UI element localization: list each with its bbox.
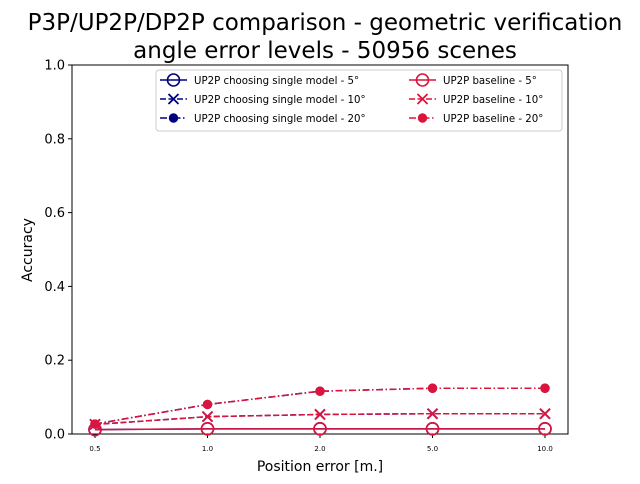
plot-area: 0.0 0.2 0.4 0.6 0.8 1.0 0.5 1.0 2.0 5.0 10.0 (44, 59, 569, 453)
data-point (538, 422, 552, 436)
legend-marker (167, 93, 180, 105)
data-point (315, 386, 325, 396)
x-tick-label: 2.0 (314, 445, 325, 453)
legend: UP2P choosing single model - 5° UP2P choo… (155, 69, 563, 132)
y-tick-label: 0.6 (44, 206, 65, 221)
legend-marker (417, 113, 428, 123)
y-tick-label: 0.8 (44, 132, 65, 147)
legend-marker (415, 73, 430, 87)
x-tick-label: 10.0 (537, 445, 553, 453)
chart-title-line1: P3P/UP2P/DP2P comparison - geometric ver… (28, 10, 623, 36)
legend-label: UP2P baseline - 10° (443, 95, 543, 106)
legend-marker (168, 113, 179, 123)
x-tick-label: 1.0 (202, 445, 213, 453)
data-point (200, 422, 215, 436)
legend-label: UP2P baseline - 5° (443, 76, 537, 87)
y-tick-label: 0.4 (44, 280, 65, 295)
data-point (425, 422, 440, 436)
x-axis-label: Position error [m.] (257, 459, 383, 475)
series-line (94, 428, 545, 431)
y-tick-label: 0.0 (44, 428, 65, 443)
data-point (314, 408, 326, 421)
data-point (427, 383, 438, 393)
legend-marker (416, 93, 429, 105)
data-point (540, 383, 550, 393)
data-point (201, 411, 214, 423)
x-tick-label: 5.0 (427, 445, 438, 453)
legend-marker (166, 73, 181, 87)
data-point (202, 399, 213, 410)
x-tick-label: 0.5 (89, 445, 100, 453)
data-point (426, 408, 439, 420)
y-tick-label: 0.2 (44, 354, 65, 369)
y-axis-label: Accuracy (20, 218, 36, 282)
legend-box (155, 69, 563, 132)
data-point (90, 419, 100, 429)
legend-label: UP2P choosing single model - 5° (194, 76, 359, 87)
legend-label: UP2P choosing single model - 20° (194, 114, 366, 125)
data-point (313, 422, 327, 436)
chart-title-line2: angle error levels - 50956 scenes (133, 38, 517, 64)
data-point (539, 408, 551, 420)
legend-label: UP2P baseline - 20° (443, 114, 543, 125)
y-tick-label: 1.0 (44, 59, 65, 74)
legend-label: UP2P choosing single model - 10° (194, 95, 366, 106)
